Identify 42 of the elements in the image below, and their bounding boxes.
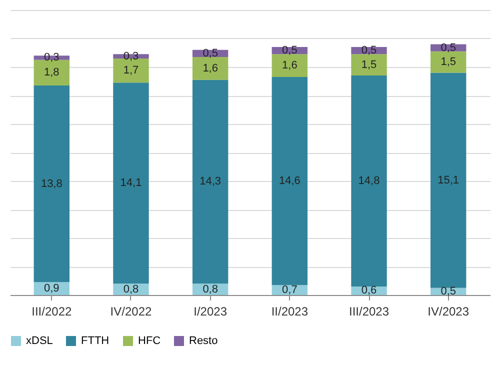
bar bbox=[113, 82, 149, 284]
data-label: 0,5 bbox=[361, 44, 377, 57]
x-tick-label: III/2023 bbox=[348, 304, 390, 318]
data-label: 1,5 bbox=[440, 56, 456, 68]
data-label: 1,6 bbox=[282, 60, 298, 72]
bar bbox=[192, 80, 228, 284]
data-label: 1,5 bbox=[361, 58, 377, 71]
x-tick-label: III/2022 bbox=[32, 304, 72, 318]
data-label: 0,5 bbox=[440, 42, 456, 54]
legend-label: HFC bbox=[138, 335, 161, 347]
data-label: 0,7 bbox=[282, 284, 298, 296]
data-label: 15,1 bbox=[438, 174, 460, 186]
legend-label: FTTH bbox=[81, 335, 110, 347]
bar bbox=[272, 54, 308, 77]
data-label: 0,6 bbox=[361, 284, 377, 297]
legend-label: xDSL bbox=[26, 335, 53, 347]
bar bbox=[351, 54, 387, 76]
data-label: 14,8 bbox=[358, 175, 380, 187]
bar bbox=[192, 57, 228, 80]
data-label: 1,6 bbox=[202, 62, 218, 74]
data-label: 0,8 bbox=[123, 283, 139, 296]
x-tick-label: II/2023 bbox=[271, 304, 308, 318]
legend-label: Resto bbox=[189, 335, 218, 347]
data-label: 1,7 bbox=[123, 64, 139, 77]
bar bbox=[430, 51, 466, 73]
x-tick-label: I/2023 bbox=[194, 304, 228, 318]
data-label: 14,1 bbox=[120, 177, 142, 190]
data-label: 1,8 bbox=[44, 66, 60, 79]
bar bbox=[351, 76, 387, 286]
x-tick-label: IV/2023 bbox=[428, 304, 470, 318]
data-label: 0,5 bbox=[202, 47, 218, 60]
data-label: 14,3 bbox=[200, 176, 222, 188]
data-label: 0,5 bbox=[440, 285, 456, 298]
data-label: 0,8 bbox=[202, 283, 218, 296]
data-label: 14,6 bbox=[278, 175, 300, 187]
bar bbox=[272, 76, 308, 286]
x-tick-label: IV/2022 bbox=[110, 304, 152, 318]
bar bbox=[34, 86, 70, 282]
data-label: 13,8 bbox=[40, 178, 62, 190]
data-label: 0,5 bbox=[282, 44, 298, 57]
bar bbox=[430, 72, 466, 288]
data-label: 0,9 bbox=[44, 282, 60, 295]
